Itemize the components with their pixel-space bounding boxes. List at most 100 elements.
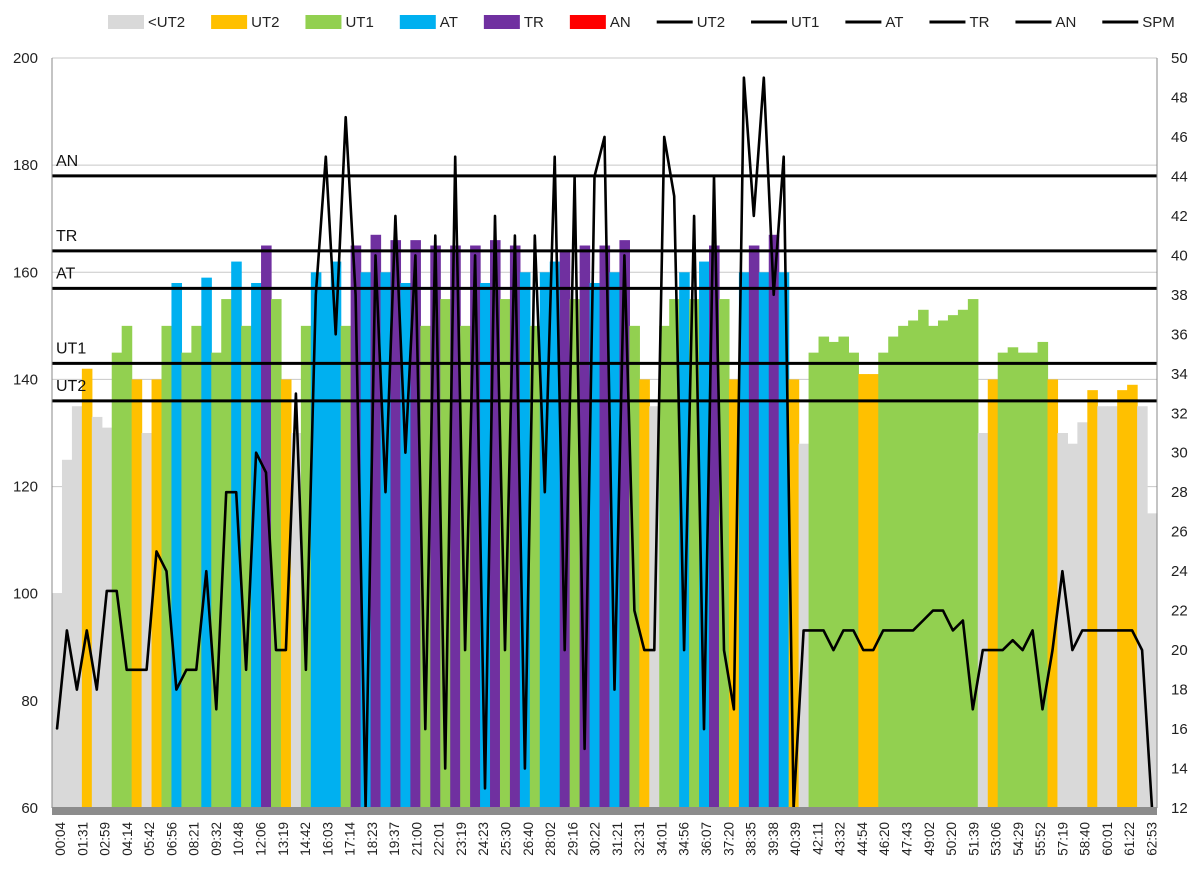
y-right-tick-label: 26 — [1171, 524, 1188, 541]
heart-rate-bar — [589, 283, 601, 808]
x-tick-label: 12:06 — [253, 822, 268, 856]
spm-point — [1111, 629, 1114, 632]
x-tick-label: 09:32 — [209, 822, 224, 856]
spm-point — [165, 570, 168, 572]
spm-point — [295, 392, 297, 395]
spm-point — [623, 254, 626, 257]
spm-point — [245, 669, 247, 671]
heart-rate-bar — [758, 272, 770, 808]
spm-point — [215, 708, 218, 711]
heart-rate-bar — [629, 325, 640, 808]
heart-rate-bar — [300, 325, 312, 808]
legend-label: UT2 — [251, 14, 279, 31]
spm-point — [424, 728, 427, 730]
heart-rate-bar — [480, 283, 491, 808]
spm-point — [1121, 629, 1123, 632]
spm-point — [633, 609, 636, 612]
y-left-tick-label: 80 — [21, 693, 38, 710]
x-tick-label: 08:21 — [187, 822, 202, 856]
heart-rate-bar — [161, 325, 173, 808]
x-tick-label: 58:40 — [1078, 822, 1093, 856]
spm-point — [534, 234, 536, 237]
heart-rate-bar — [131, 379, 143, 808]
spm-point — [832, 649, 835, 651]
heart-rate-bar — [450, 245, 461, 808]
y-right-tick-label: 40 — [1171, 247, 1188, 264]
y-right-tick-label: 30 — [1171, 445, 1188, 462]
x-tick-label: 22:01 — [432, 822, 447, 856]
legend-item: UT1 — [305, 14, 374, 31]
heart-rate-bar — [509, 245, 521, 808]
spm-point — [1011, 639, 1014, 642]
heart-rate-bar — [569, 299, 581, 808]
spm-point — [1091, 629, 1094, 632]
x-tick-label: 13:19 — [276, 822, 291, 856]
spm-point — [543, 491, 546, 494]
y-right-tick-label: 16 — [1171, 721, 1188, 738]
heart-rate-bar — [1117, 390, 1128, 808]
x-tick-label: 39:38 — [766, 822, 781, 856]
spm-point — [1041, 708, 1044, 711]
spm-point — [663, 136, 666, 138]
spm-point — [105, 590, 108, 592]
x-tick-label: 50:20 — [944, 822, 959, 856]
heart-rate-bar — [340, 325, 352, 808]
spm-point — [703, 728, 705, 730]
heart-rate-bar — [1057, 433, 1069, 808]
spm-point — [563, 649, 566, 651]
y-left-tick-label: 200 — [13, 50, 38, 67]
heart-rate-bar — [848, 352, 859, 808]
spm-point — [593, 175, 596, 178]
y-right-tick-label: 46 — [1171, 129, 1188, 146]
y-left-tick-label: 120 — [13, 479, 38, 496]
x-tick-label: 43:32 — [833, 822, 848, 856]
x-tick-label: 44:54 — [855, 822, 870, 856]
heart-rate-bar — [171, 283, 183, 808]
legend-item: UT2 — [656, 14, 725, 31]
spm-point — [902, 629, 904, 632]
x-tick-label: 53:06 — [989, 822, 1004, 856]
heart-rate-bar — [1077, 422, 1088, 808]
spm-point — [454, 155, 456, 158]
spm-point — [1071, 649, 1074, 651]
spm-point — [494, 215, 496, 217]
x-tick-label: 46:20 — [877, 822, 892, 856]
heart-rate-bar — [121, 325, 133, 808]
y-left-tick-label: 100 — [13, 586, 38, 603]
y-right-tick-label: 36 — [1171, 326, 1188, 343]
y-right-tick-label: 38 — [1171, 287, 1188, 304]
heart-rate-bar — [470, 245, 481, 808]
spm-point — [464, 649, 466, 651]
legend-item: TR — [929, 14, 990, 31]
spm-point — [1131, 629, 1133, 632]
spm-point — [504, 649, 506, 651]
heart-rate-bar — [748, 245, 760, 808]
spm-point — [95, 688, 98, 691]
spm-point — [115, 590, 118, 592]
y-left-tick-label: 180 — [13, 157, 38, 174]
legend: <UT2 UT2 UT1 AT TR AN UT2 UT1 AT TR AN SPM — [108, 14, 1175, 31]
y-right-tick-label: 24 — [1171, 563, 1188, 580]
zone-label-ut2: UT2 — [56, 378, 86, 395]
x-tick-label: 32:31 — [632, 822, 647, 856]
heart-rate-bar — [579, 245, 591, 808]
heart-rate-bar — [858, 374, 869, 808]
spm-point — [1081, 629, 1084, 632]
heart-rate-bar — [370, 234, 382, 809]
heart-rate-bar — [1137, 406, 1148, 808]
legend-item: <UT2 — [108, 14, 185, 31]
x-tick-label: 19:37 — [387, 822, 402, 856]
x-tick-label: 06:56 — [164, 822, 179, 856]
heart-rate-bar — [957, 309, 969, 808]
x-tick-label: 37:20 — [721, 822, 736, 856]
heart-rate-bar — [310, 272, 322, 808]
spm-point — [394, 215, 397, 217]
y-right-tick-label: 44 — [1171, 168, 1188, 185]
heart-rate-bar — [997, 352, 1009, 808]
spm-point — [743, 76, 745, 79]
x-tick-label: 36:07 — [699, 822, 714, 856]
legend-label: AN — [610, 14, 631, 31]
legend-item: AT — [399, 14, 458, 31]
heart-rate-bar — [52, 593, 63, 808]
x-tick-label: 29:16 — [565, 822, 580, 856]
